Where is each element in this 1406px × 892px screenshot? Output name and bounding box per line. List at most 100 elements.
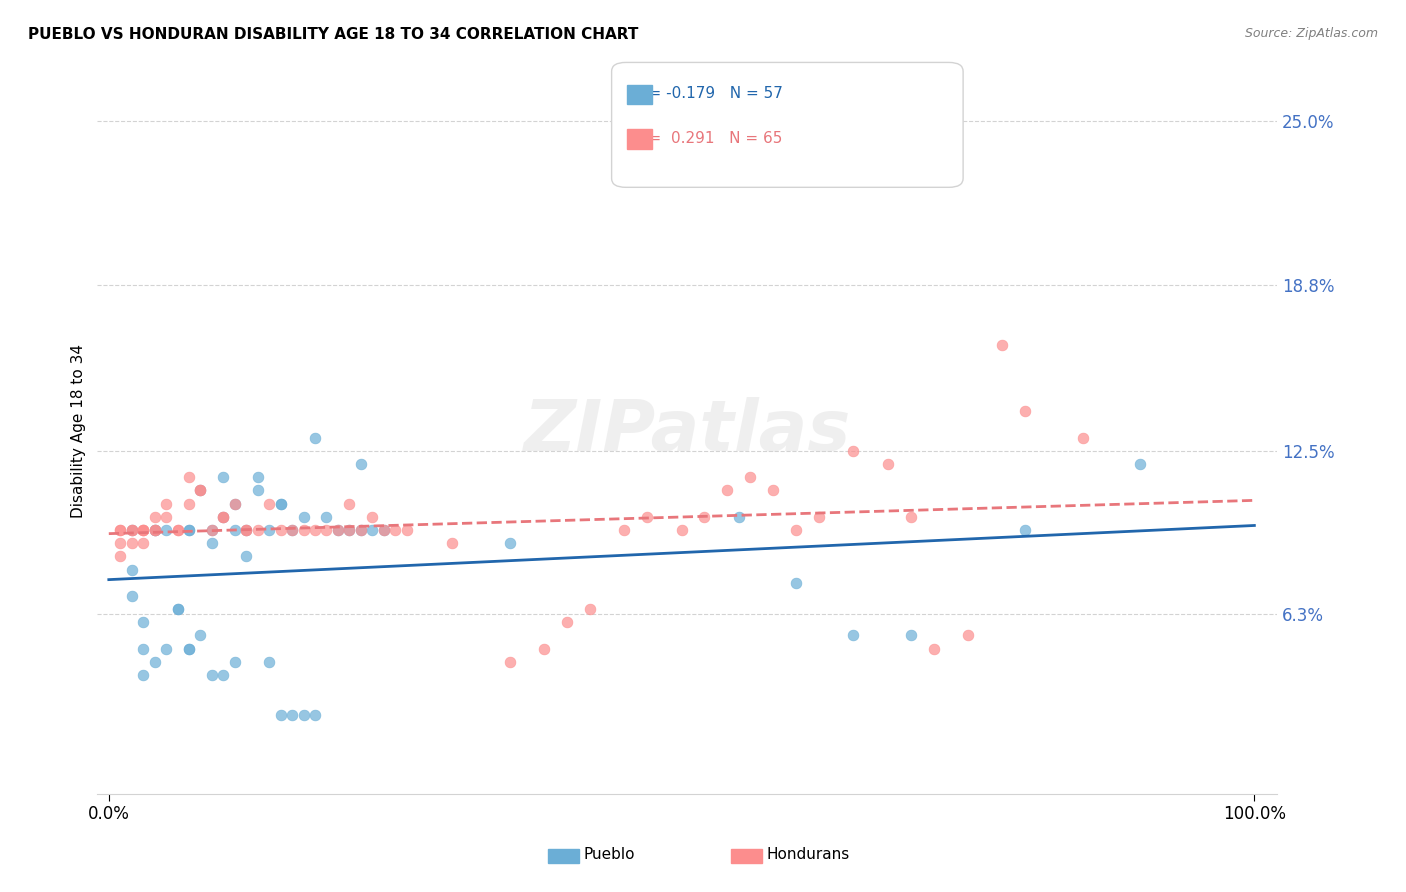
Point xyxy=(177,641,200,656)
Point xyxy=(315,509,337,524)
Point xyxy=(190,483,212,498)
Point xyxy=(842,443,865,458)
Point xyxy=(132,523,155,537)
Point xyxy=(132,615,155,630)
Text: Pueblo: Pueblo xyxy=(583,847,636,862)
Point xyxy=(110,523,132,537)
Point xyxy=(270,523,292,537)
Point xyxy=(728,509,751,524)
Point xyxy=(201,668,224,682)
Point xyxy=(1014,404,1036,418)
Point xyxy=(900,628,922,642)
Text: Source: ZipAtlas.com: Source: ZipAtlas.com xyxy=(1244,27,1378,40)
Point xyxy=(143,523,166,537)
Point xyxy=(177,523,200,537)
Point xyxy=(292,509,315,524)
Point xyxy=(143,523,166,537)
Point xyxy=(143,509,166,524)
Point xyxy=(121,536,143,550)
Point xyxy=(166,602,188,616)
Point xyxy=(361,509,384,524)
Point xyxy=(190,483,212,498)
Point xyxy=(499,536,522,550)
Point xyxy=(235,523,257,537)
Point xyxy=(155,509,177,524)
Point xyxy=(155,497,177,511)
Point xyxy=(177,497,200,511)
Point xyxy=(132,523,155,537)
Point xyxy=(121,589,143,603)
Point xyxy=(337,523,360,537)
Point xyxy=(693,509,716,524)
Point xyxy=(842,628,865,642)
Point xyxy=(235,549,257,564)
Point xyxy=(716,483,738,498)
Y-axis label: Disability Age 18 to 34: Disability Age 18 to 34 xyxy=(72,344,86,518)
Point xyxy=(132,668,155,682)
Point xyxy=(212,470,235,484)
Point xyxy=(337,497,360,511)
Point xyxy=(533,641,555,656)
Point xyxy=(304,707,326,722)
Point xyxy=(212,509,235,524)
Point xyxy=(212,509,235,524)
Point xyxy=(201,523,224,537)
Point xyxy=(762,483,785,498)
Point xyxy=(876,457,898,471)
Point xyxy=(201,536,224,550)
Point xyxy=(326,523,349,537)
Point xyxy=(224,497,246,511)
Text: R =  0.291   N = 65: R = 0.291 N = 65 xyxy=(633,131,782,145)
Text: ZIPatlas: ZIPatlas xyxy=(523,397,851,466)
Point xyxy=(110,523,132,537)
Point xyxy=(177,523,200,537)
Point xyxy=(246,523,269,537)
Point xyxy=(190,628,212,642)
Point xyxy=(257,497,280,511)
Point xyxy=(212,668,235,682)
Point xyxy=(270,707,292,722)
Point xyxy=(110,549,132,564)
Point xyxy=(281,523,304,537)
Point xyxy=(132,523,155,537)
Text: R = -0.179   N = 57: R = -0.179 N = 57 xyxy=(633,87,783,101)
Point xyxy=(177,641,200,656)
Point xyxy=(991,338,1014,352)
Point xyxy=(121,562,143,576)
Point xyxy=(235,523,257,537)
Point xyxy=(257,523,280,537)
Point xyxy=(132,641,155,656)
Point xyxy=(350,523,373,537)
Point xyxy=(808,509,831,524)
Point xyxy=(350,523,373,537)
Point xyxy=(155,523,177,537)
Point xyxy=(257,655,280,669)
Point xyxy=(956,628,979,642)
Point xyxy=(373,523,395,537)
Point xyxy=(110,536,132,550)
Point xyxy=(636,509,658,524)
Point xyxy=(270,497,292,511)
Point xyxy=(121,523,143,537)
Point xyxy=(212,509,235,524)
Point xyxy=(326,523,349,537)
Point xyxy=(235,523,257,537)
Point xyxy=(201,523,224,537)
Point xyxy=(1014,523,1036,537)
Point xyxy=(281,707,304,722)
Point xyxy=(613,523,636,537)
Point xyxy=(155,641,177,656)
Point xyxy=(292,523,315,537)
Point xyxy=(270,497,292,511)
Point xyxy=(177,470,200,484)
Point xyxy=(246,470,269,484)
Point xyxy=(121,523,143,537)
Point xyxy=(292,707,315,722)
Point xyxy=(166,602,188,616)
Point xyxy=(361,523,384,537)
Point xyxy=(441,536,464,550)
Point xyxy=(395,523,418,537)
Text: PUEBLO VS HONDURAN DISABILITY AGE 18 TO 34 CORRELATION CHART: PUEBLO VS HONDURAN DISABILITY AGE 18 TO … xyxy=(28,27,638,42)
Point xyxy=(224,497,246,511)
Point xyxy=(900,509,922,524)
